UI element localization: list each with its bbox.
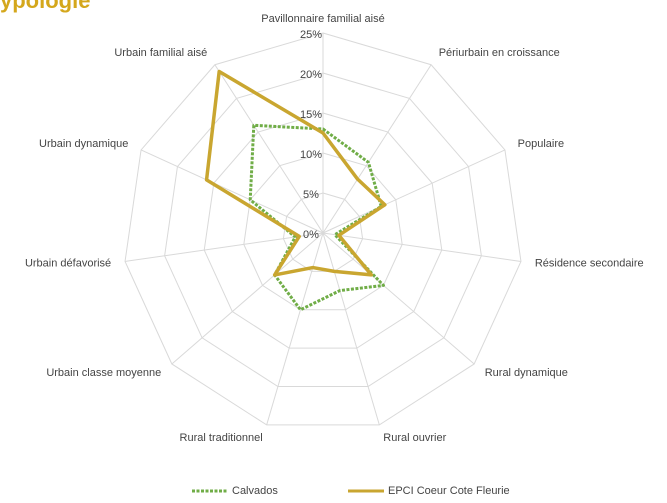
category-label: Urbain dynamique: [39, 138, 128, 150]
series-line: [204, 69, 387, 277]
axis-tick-label: 0%: [303, 229, 319, 241]
category-label: Urbain défavorisé: [25, 257, 111, 269]
spoke: [322, 64, 432, 234]
category-label: Populaire: [518, 138, 564, 150]
grid-ring: [164, 72, 482, 388]
spoke: [322, 232, 522, 262]
axis-tick-label: 5%: [303, 189, 319, 201]
axis-tick-label: 10%: [300, 149, 322, 161]
grid-ring: [203, 112, 443, 349]
chart-title: ypologie: [0, 0, 90, 13]
legend-label: Calvados: [232, 485, 278, 497]
grid-ring: [124, 32, 522, 426]
category-label: Rural traditionnel: [180, 432, 263, 444]
axis-tick-label: 20%: [300, 69, 322, 81]
spoke: [171, 232, 324, 365]
grid-ring: [282, 192, 364, 272]
spoke: [322, 232, 380, 426]
spoke: [124, 232, 324, 262]
category-label: Résidence secondaire: [535, 257, 644, 269]
axis-tick-label: 15%: [300, 109, 322, 121]
spoke: [140, 149, 324, 234]
legend-label: EPCI Coeur Cote Fleurie: [388, 485, 510, 497]
category-label: Urbain familial aisé: [114, 47, 207, 59]
category-label: Rural dynamique: [485, 367, 568, 379]
category-label: Périurbain en croissance: [439, 47, 560, 59]
spoke: [214, 64, 324, 234]
grid-ring: [243, 152, 403, 311]
spoke: [322, 149, 506, 234]
axis-tick-label: 25%: [300, 29, 322, 41]
category-label: Rural ouvrier: [383, 432, 446, 444]
spoke: [322, 232, 475, 365]
category-label: Urbain classe moyenne: [46, 367, 161, 379]
category-label: Pavillonnaire familial aisé: [261, 13, 385, 25]
spoke: [266, 232, 324, 426]
